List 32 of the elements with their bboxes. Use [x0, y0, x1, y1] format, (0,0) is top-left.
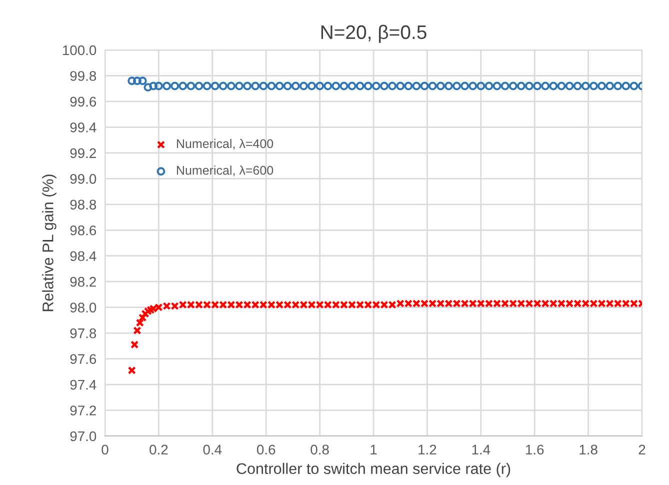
y-tick-label: 99.6: [70, 96, 96, 107]
x-axis-title: Controller to switch mean service rate (r): [236, 462, 510, 478]
x-tick-label: 0.4: [203, 444, 222, 455]
chart-title: N=20, β=0.5: [321, 24, 426, 43]
x-tick-label: 0.2: [150, 444, 168, 455]
x-tick-label: 2: [638, 444, 646, 454]
y-tick-label: 99.2: [70, 148, 96, 158]
x-tick-label: 1: [370, 444, 377, 454]
y-tick-label: 97.6: [70, 354, 96, 364]
y-tick-label: 97.8: [70, 328, 96, 338]
y-tick-label: 97.0: [70, 431, 96, 442]
legend-label: Numerical, λ=600: [176, 166, 274, 176]
y-tick-label: 98.2: [70, 276, 96, 287]
x-tick-label: 1.6: [526, 444, 544, 455]
y-tick-label: 97.4: [70, 380, 96, 390]
y-tick-label: 99.8: [70, 71, 96, 81]
y-axis-title: Relative PL gain (%): [42, 174, 56, 312]
x-tick-label: 1.2: [418, 444, 436, 454]
legend-label: Numerical, λ=400: [176, 138, 274, 150]
y-tick-label: 97.2: [70, 406, 96, 416]
x-tick-label: 1.4: [472, 444, 490, 454]
y-tick-label: 98.6: [70, 225, 96, 236]
y-tick-label: 98.8: [70, 200, 96, 210]
x-tick-label: 0: [102, 444, 108, 455]
x-tick-label: 0.8: [310, 444, 329, 455]
y-tick-label: 98.0: [70, 302, 96, 313]
y-tick-label: 98.4: [70, 251, 96, 262]
y-tick-label: 99.0: [70, 174, 96, 184]
y-tick-label: 100.0: [62, 45, 96, 56]
x-tick-label: 0.6: [256, 444, 276, 455]
y-tick-label: 99.4: [70, 122, 96, 132]
x-tick-label: 1.8: [580, 444, 598, 455]
